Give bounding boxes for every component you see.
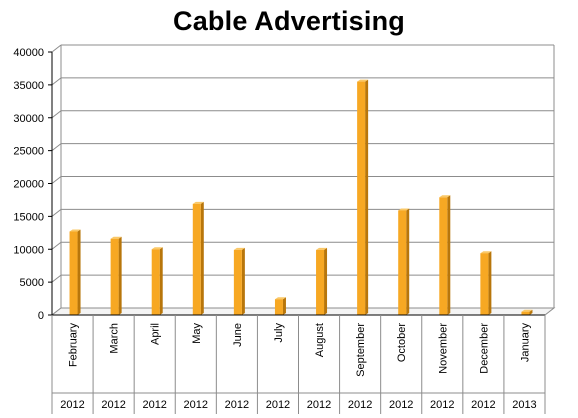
- x-tick-label: February: [68, 323, 80, 368]
- bar-front: [192, 203, 201, 315]
- gridline-depth: [51, 208, 62, 217]
- y-tick-label: 40000: [13, 47, 44, 59]
- bar-top: [521, 309, 533, 312]
- bar-front: [233, 249, 242, 315]
- bar-side: [529, 309, 533, 315]
- x-tick-label: May: [191, 323, 203, 344]
- gridline-depth: [51, 143, 62, 152]
- bar-side: [282, 297, 286, 315]
- x-tick-label: January: [519, 323, 531, 363]
- x-year-label: 2012: [184, 399, 208, 411]
- y-tick-label: 20000: [13, 179, 44, 191]
- bar-side: [159, 247, 163, 315]
- x-year-label: 2012: [430, 399, 454, 411]
- bar-side: [447, 195, 451, 315]
- x-tick-label: September: [355, 323, 367, 377]
- bar-side: [118, 236, 122, 315]
- bar-side: [241, 247, 245, 315]
- bar-side: [200, 201, 204, 315]
- bar-top: [110, 236, 122, 239]
- gridline-depth: [51, 77, 62, 86]
- x-tick-label: July: [273, 323, 285, 343]
- x-year-label: 2013: [512, 399, 536, 411]
- bar-front: [110, 238, 119, 315]
- bar-top: [274, 297, 286, 300]
- bar-front: [439, 197, 448, 315]
- bar-side: [324, 247, 328, 315]
- x-year-label: 2012: [101, 399, 125, 411]
- y-tick-label: 30000: [13, 113, 44, 125]
- bar-front: [521, 311, 530, 315]
- bar-side: [406, 208, 410, 315]
- x-year-label: 2012: [266, 399, 290, 411]
- x-tick-label: June: [232, 323, 244, 347]
- chart-title: Cable Advertising: [173, 6, 405, 36]
- bar-top: [69, 229, 81, 232]
- bar: [69, 229, 81, 315]
- x-year-label: 2012: [389, 399, 413, 411]
- gridline-depth: [51, 176, 62, 184]
- bar-side: [365, 79, 369, 316]
- x-year-label: 2012: [225, 399, 249, 411]
- y-tick-label: 5000: [20, 277, 44, 289]
- bar: [274, 297, 286, 315]
- bar: [521, 309, 533, 315]
- bar-front: [316, 249, 325, 315]
- bar-front: [480, 253, 489, 315]
- bar-side: [488, 251, 492, 315]
- bar-front: [357, 81, 366, 316]
- bar-front: [274, 299, 283, 315]
- bar-front: [398, 210, 407, 315]
- gridline-depth: [51, 110, 62, 119]
- bar-front: [151, 249, 160, 315]
- x-tick-label: November: [437, 323, 449, 374]
- bar: [357, 79, 369, 316]
- x-tick-label: March: [109, 323, 121, 354]
- bar: [192, 201, 204, 315]
- bar-top: [316, 247, 328, 250]
- y-tick-label: 15000: [13, 211, 44, 223]
- x-tick-label: August: [314, 323, 326, 357]
- chart-floor: [50, 307, 556, 316]
- bar: [151, 247, 163, 315]
- bar: [480, 251, 492, 315]
- y-tick-label: 10000: [13, 244, 44, 256]
- bar-top: [439, 195, 451, 198]
- x-year-label: 2012: [60, 399, 84, 411]
- y-tick-label: 0: [38, 310, 44, 322]
- bar: [316, 247, 328, 315]
- bar-top: [398, 208, 410, 211]
- x-year-label: 2012: [471, 399, 495, 411]
- gridline-depth: [51, 241, 62, 250]
- bar-top: [151, 247, 163, 250]
- bar: [110, 236, 122, 315]
- bar-top: [192, 201, 204, 204]
- gridline-depth: [51, 274, 62, 283]
- gridline-depth: [51, 44, 62, 53]
- bar-top: [233, 247, 245, 250]
- x-tick-label: April: [150, 323, 162, 345]
- x-tick-label: December: [478, 323, 490, 374]
- bar: [398, 208, 410, 315]
- x-year-label: 2012: [307, 399, 331, 411]
- y-tick-label: 25000: [13, 146, 44, 158]
- y-tick-label: 35000: [13, 80, 44, 92]
- bar-top: [357, 79, 369, 82]
- bar-side: [77, 229, 81, 315]
- bar: [233, 247, 245, 315]
- bar: [439, 195, 451, 315]
- x-year-label: 2012: [142, 399, 166, 411]
- x-tick-label: October: [396, 323, 408, 362]
- bar-front: [69, 231, 78, 315]
- bar-top: [480, 251, 492, 254]
- x-year-label: 2012: [348, 399, 372, 411]
